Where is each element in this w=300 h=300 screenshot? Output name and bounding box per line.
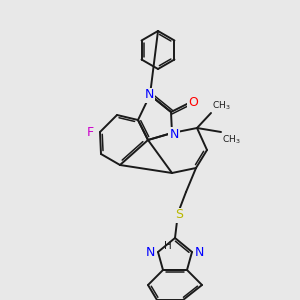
Text: N: N — [195, 245, 204, 259]
Text: N: N — [169, 128, 179, 140]
Text: S: S — [175, 208, 183, 221]
Text: N: N — [146, 245, 155, 259]
Text: O: O — [188, 95, 198, 109]
Text: N: N — [144, 88, 154, 101]
Text: H: H — [164, 241, 172, 251]
Text: CH$_3$: CH$_3$ — [212, 100, 231, 112]
Text: F: F — [86, 125, 94, 139]
Text: CH$_3$: CH$_3$ — [222, 133, 241, 146]
